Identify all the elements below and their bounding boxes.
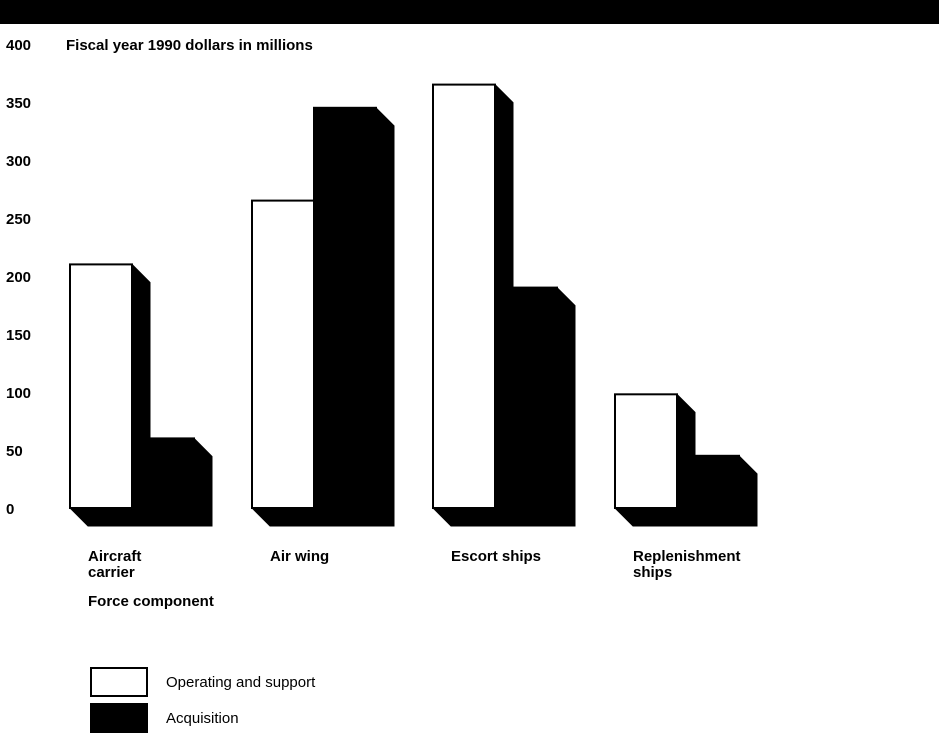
bar-acquisition-3	[676, 454, 758, 527]
bar-operating-3	[614, 393, 696, 527]
legend-label-operating: Operating and support	[166, 673, 316, 691]
bar-acquisition-1	[313, 106, 395, 527]
bar-operating-0	[69, 263, 151, 527]
y-tick-label: 50	[6, 443, 23, 460]
x-tick-label: carrier	[88, 564, 135, 581]
y-tick-label: 300	[6, 153, 31, 170]
x-tick-label: Escort ships	[451, 548, 541, 565]
legend: Operating and support Acquisition	[90, 664, 315, 736]
x-tick-label: ships	[633, 564, 672, 581]
y-tick-label: 100	[6, 385, 31, 402]
legend-swatch-acquisition	[90, 703, 148, 733]
y-tick-label: 250	[6, 211, 31, 228]
bar-operating-1	[251, 199, 333, 527]
x-tick-label: Aircraft	[88, 548, 141, 565]
x-axis-label: Force component	[88, 593, 214, 610]
x-tick-label: Replenishment	[633, 548, 741, 565]
y-tick-label: 400	[6, 37, 31, 54]
y-tick-label: 350	[6, 95, 31, 112]
bar-operating-2	[432, 83, 514, 527]
y-tick-label: 150	[6, 327, 31, 344]
y-axis-label: Fiscal year 1990 dollars in millions	[66, 37, 313, 54]
bar-acquisition-0	[131, 437, 213, 527]
legend-label-acquisition: Acquisition	[166, 709, 239, 727]
x-tick-label: Air wing	[270, 548, 329, 565]
y-tick-label: 0	[6, 501, 14, 518]
legend-swatch-operating	[90, 667, 148, 697]
top-bar	[0, 0, 939, 24]
legend-item-operating: Operating and support	[90, 664, 315, 700]
legend-item-acquisition: Acquisition	[90, 700, 315, 736]
y-tick-label: 200	[6, 269, 31, 286]
bar-acquisition-2	[494, 286, 576, 527]
